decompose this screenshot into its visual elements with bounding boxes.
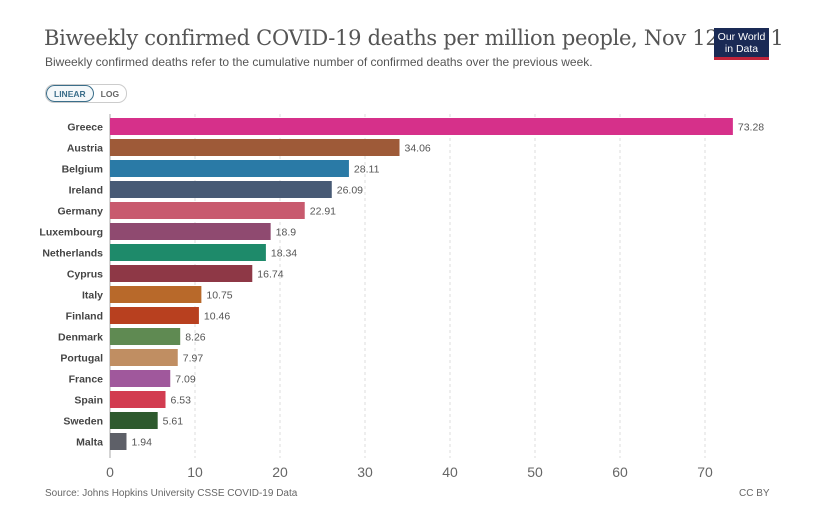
source-note: Source: Johns Hopkins University CSSE CO… (45, 488, 298, 499)
value-label: 6.53 (171, 395, 192, 407)
x-tick-label: 70 (697, 464, 713, 480)
value-label: 34.06 (405, 143, 431, 155)
bar-germany[interactable] (110, 202, 305, 219)
chart-subtitle: Biweekly confirmed deaths refer to the c… (45, 55, 593, 69)
x-tick-label: 20 (272, 464, 288, 480)
x-tick-label: 50 (527, 464, 543, 480)
chart-title: Biweekly confirmed COVID-19 deaths per m… (44, 26, 784, 50)
bar-malta[interactable] (110, 433, 127, 450)
owid-logo[interactable]: Our World in Data (714, 28, 769, 60)
x-tick-label: 60 (612, 464, 628, 480)
value-label: 18.9 (276, 227, 297, 239)
log-scale-button[interactable]: LOG (100, 88, 120, 99)
bar-italy[interactable] (110, 286, 202, 303)
bar-denmark[interactable] (110, 328, 181, 345)
logo-line-1: Our World (717, 31, 766, 43)
category-label: Ireland (69, 185, 103, 197)
linear-scale-button[interactable]: LINEAR (46, 85, 94, 102)
category-label: Portugal (60, 353, 103, 365)
category-label: Cyprus (67, 269, 103, 281)
license-link[interactable]: CC BY (739, 488, 770, 499)
bar-belgium[interactable] (110, 160, 349, 177)
category-label: Greece (67, 122, 103, 134)
category-label: Finland (66, 311, 103, 323)
value-label: 18.34 (271, 248, 297, 260)
bar-france[interactable] (110, 370, 171, 387)
bar-portugal[interactable] (110, 349, 178, 366)
x-tick-label: 0 (106, 464, 114, 480)
category-label: Spain (74, 395, 103, 407)
value-label: 7.97 (183, 353, 204, 365)
scale-toggle: LINEAR LOG (45, 84, 128, 103)
bar-netherlands[interactable] (110, 244, 266, 261)
value-label: 10.75 (206, 290, 232, 302)
bar-ireland[interactable] (110, 181, 332, 198)
category-label: Belgium (62, 164, 103, 176)
bar-finland[interactable] (110, 307, 199, 324)
value-label: 10.46 (204, 311, 230, 323)
bar-sweden[interactable] (110, 412, 158, 429)
category-label: Italy (82, 290, 103, 302)
value-label: 22.91 (310, 206, 336, 218)
category-label: Malta (76, 437, 103, 449)
x-tick-label: 30 (357, 464, 373, 480)
category-label: Netherlands (42, 248, 103, 260)
value-label: 16.74 (257, 269, 283, 281)
value-label: 7.09 (175, 374, 196, 386)
x-tick-label: 10 (187, 464, 203, 480)
category-label: Denmark (58, 332, 103, 344)
category-label: France (69, 374, 104, 386)
x-tick-label: 40 (442, 464, 458, 480)
value-label: 5.61 (163, 416, 184, 428)
category-label: Sweden (63, 416, 103, 428)
bar-spain[interactable] (110, 391, 166, 408)
value-label: 28.11 (354, 164, 380, 176)
bar-greece[interactable] (110, 118, 733, 135)
bar-cyprus[interactable] (110, 265, 253, 282)
value-label: 73.28 (738, 122, 764, 134)
category-label: Germany (57, 206, 103, 218)
logo-line-2: in Data (724, 43, 759, 55)
bar-austria[interactable] (110, 139, 400, 156)
category-label: Austria (67, 143, 103, 155)
category-label: Luxembourg (39, 227, 103, 239)
value-label: 26.09 (337, 185, 363, 197)
bar-luxembourg[interactable] (110, 223, 271, 240)
value-label: 8.26 (185, 332, 206, 344)
value-label: 1.94 (131, 437, 152, 449)
